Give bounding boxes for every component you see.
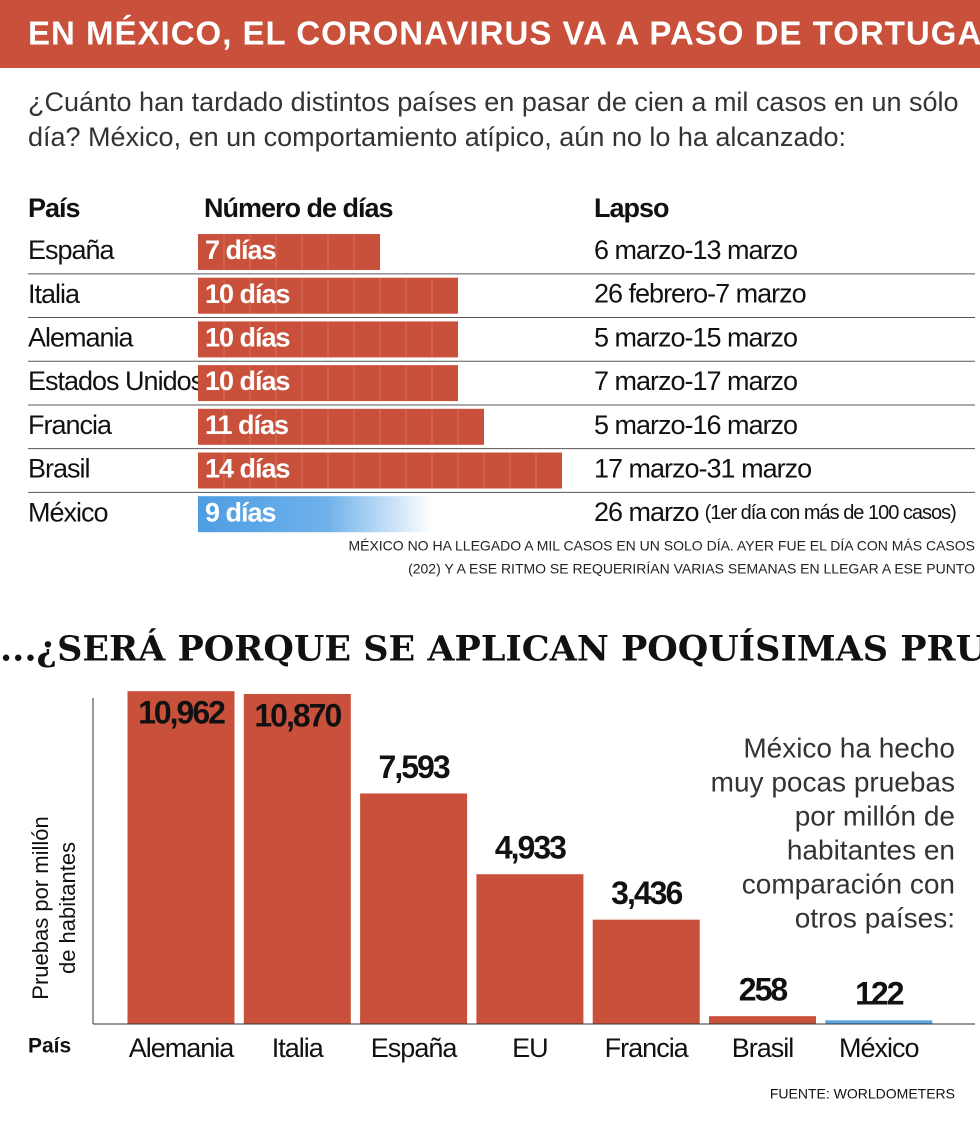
y-axis-label: Pruebas por millón xyxy=(28,816,53,999)
x-tick-label: Alemania xyxy=(129,1033,236,1063)
chart-title: ...¿SERÁ PORQUE SE APLICAN POQUÍSIMAS PR… xyxy=(0,628,980,670)
country-label: Alemania xyxy=(28,323,135,353)
annotation: muy pocas pruebas xyxy=(711,766,955,797)
value-label: 3,436 xyxy=(611,875,682,911)
subtitle: día? México, en un comportamiento atípic… xyxy=(28,122,846,152)
lapse-note: (1er día con más de 100 casos) xyxy=(705,502,957,524)
country-label: Italia xyxy=(28,279,81,309)
bar xyxy=(592,919,700,1024)
header-title: EN MÉXICO, EL CORONAVIRUS VA A PASO DE T… xyxy=(28,15,980,52)
bar-label: 10 días xyxy=(205,366,290,396)
header-bar xyxy=(0,0,980,68)
bar-label: 7 días xyxy=(205,235,276,265)
lapse-text: 26 febrero-7 marzo xyxy=(594,279,806,309)
lapse-label: 17 marzo-31 marzo xyxy=(594,454,811,484)
lapse-label: 26 marzo (1er día con más de 100 casos) xyxy=(594,497,956,527)
lapse-text: 6 marzo-13 marzo xyxy=(594,235,797,265)
value-label: 10,870 xyxy=(254,697,341,733)
country-label: Estados Unidos xyxy=(28,366,204,396)
annotation: por millón de xyxy=(795,800,955,831)
x-tick-label: EU xyxy=(512,1033,548,1063)
x-tick-label: Brasil xyxy=(732,1033,794,1063)
value-label: 122 xyxy=(855,976,904,1012)
lapse-label: 26 febrero-7 marzo xyxy=(594,279,806,309)
annotation: otros países: xyxy=(795,902,955,933)
lapse-text: 26 marzo xyxy=(594,497,699,527)
bar xyxy=(709,1016,816,1024)
value-label: 7,593 xyxy=(379,749,450,785)
country-label: España xyxy=(28,235,116,265)
lapse-label: 6 marzo-13 marzo xyxy=(594,235,797,265)
bar xyxy=(198,496,432,533)
x-tick-label: Italia xyxy=(272,1033,325,1063)
bar xyxy=(127,691,235,1024)
value-label: 258 xyxy=(739,972,788,1008)
y-axis-label: de habitantes xyxy=(55,842,80,974)
lapse-text: 5 marzo-15 marzo xyxy=(594,323,797,353)
note: (202) Y A ESE RITMO SE REQUERIRÍAN VARIA… xyxy=(408,561,975,577)
bar xyxy=(198,408,484,445)
column-header: País xyxy=(28,193,80,223)
lapse-text: 7 marzo-17 marzo xyxy=(594,366,797,396)
x-tick-label: México xyxy=(839,1033,919,1063)
annotation: comparación con xyxy=(742,868,955,899)
lapse-text: 17 marzo-31 marzo xyxy=(594,454,811,484)
bar xyxy=(476,874,584,1024)
source: FUENTE: WORLDOMETERS xyxy=(770,1086,955,1102)
column-header: Número de días xyxy=(204,193,393,223)
subtitle: ¿Cuánto han tardado distintos países en … xyxy=(28,87,959,117)
country-label: Brasil xyxy=(28,454,90,484)
bar-label: 10 días xyxy=(205,279,290,309)
bar-label: 10 días xyxy=(205,323,290,353)
x-axis-label: País xyxy=(28,1035,71,1058)
x-tick-label: España xyxy=(371,1033,459,1063)
bar xyxy=(825,1020,933,1024)
lapse-label: 5 marzo-15 marzo xyxy=(594,323,797,353)
bar xyxy=(360,793,468,1024)
value-label: 10,962 xyxy=(138,695,225,731)
column-header: Lapso xyxy=(594,193,669,223)
annotation: México ha hecho xyxy=(743,732,955,763)
bar-label: 9 días xyxy=(205,497,276,527)
value-label: 4,933 xyxy=(495,830,566,866)
country-label: Francia xyxy=(28,410,113,440)
note: MÉXICO NO HA LLEGADO A MIL CASOS EN UN S… xyxy=(348,538,975,554)
bar-label: 11 días xyxy=(205,410,288,440)
bar xyxy=(198,234,380,270)
annotation: habitantes en xyxy=(787,834,955,865)
bar xyxy=(243,693,351,1024)
country-label: México xyxy=(28,497,108,527)
lapse-label: 7 marzo-17 marzo xyxy=(594,366,797,396)
lapse-text: 5 marzo-16 marzo xyxy=(594,410,797,440)
x-tick-label: Francia xyxy=(605,1033,690,1063)
bar-label: 14 días xyxy=(205,454,290,484)
lapse-label: 5 marzo-16 marzo xyxy=(594,410,797,440)
